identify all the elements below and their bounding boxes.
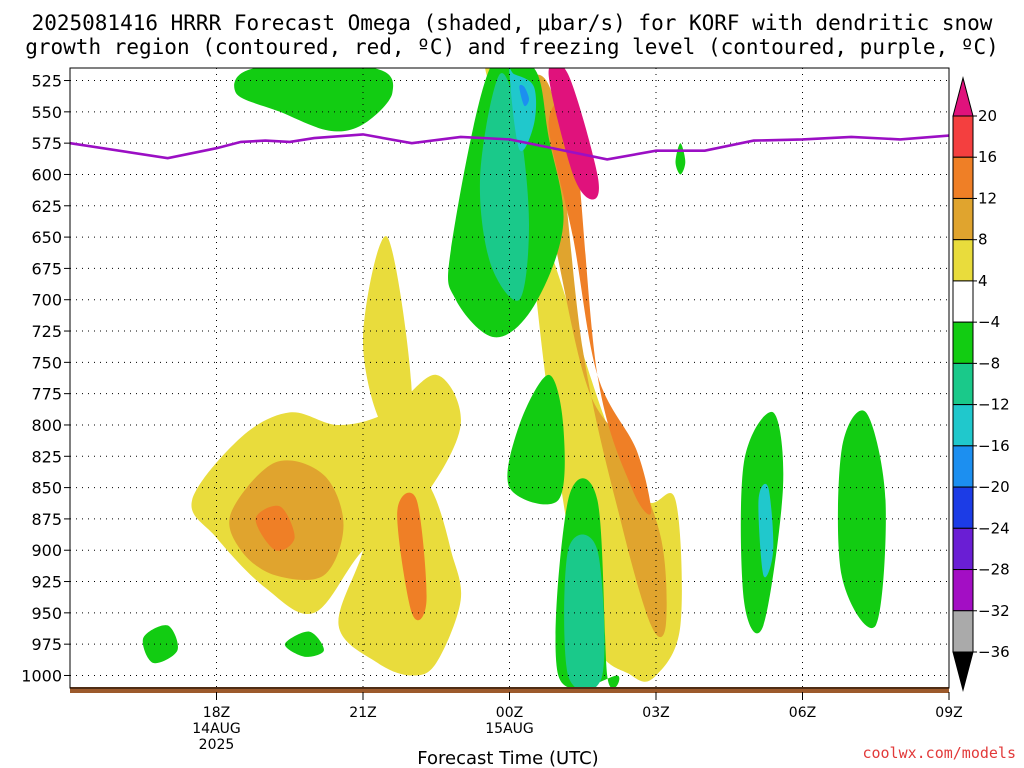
chart-title-line1: 2025081416 HRRR Forecast Omega (shaded, … bbox=[32, 11, 993, 35]
x-tick-label-12-0: 06Z bbox=[789, 705, 816, 721]
colorbar-bottom-triangle bbox=[952, 651, 974, 692]
y-tick-label-550: 550 bbox=[31, 103, 62, 122]
y-tick-label-900: 900 bbox=[31, 541, 62, 560]
y-tick-label-1000: 1000 bbox=[21, 666, 62, 685]
colorbar-bin-9 bbox=[952, 445, 974, 488]
x-tick-label-0-2: 2025 bbox=[199, 737, 235, 753]
y-tick-label-575: 575 bbox=[31, 134, 62, 153]
y-tick-label-525: 525 bbox=[31, 72, 62, 91]
colorbar-bin-3 bbox=[952, 197, 974, 241]
colorbar-bin-12 bbox=[952, 569, 974, 612]
x-tick-label-15-0: 09Z bbox=[935, 705, 962, 721]
chart-title-line2: growth region (contoured, red, ºC) and f… bbox=[25, 35, 999, 59]
omega-positive-region-4 bbox=[548, 68, 599, 200]
colorbar-bin-2 bbox=[952, 156, 974, 199]
y-tick-label-700: 700 bbox=[31, 291, 62, 310]
omega-positive-region-3 bbox=[548, 100, 652, 515]
x-tick-label-9-0: 03Z bbox=[642, 705, 669, 721]
colorbar-label-8: −16 bbox=[978, 437, 1010, 455]
colorbar-label-12: −32 bbox=[978, 602, 1010, 620]
plot-frame bbox=[69, 67, 950, 689]
y-tick-label-875: 875 bbox=[31, 510, 62, 529]
x-tick-label-6-0: 00Z bbox=[496, 705, 523, 721]
omega-positive-region-10 bbox=[362, 236, 412, 431]
colorbar-bin-8 bbox=[952, 404, 974, 447]
y-axis: 525 550 575 600 625 650 675 700 725 750 775 800 825 8… bbox=[21, 72, 70, 685]
gridlines bbox=[70, 68, 950, 688]
x-axis-label: Forecast Time (UTC) bbox=[417, 748, 598, 768]
y-tick-label-925: 925 bbox=[31, 573, 62, 592]
colorbar-label-1: 16 bbox=[978, 148, 997, 166]
omega-negative-region-11 bbox=[758, 483, 774, 578]
y-tick-label-825: 825 bbox=[31, 447, 62, 466]
colorbar-label-11: −28 bbox=[978, 561, 1010, 579]
y-tick-label-650: 650 bbox=[31, 228, 62, 247]
colorbar-label-10: −24 bbox=[978, 519, 1010, 537]
omega-negative-region-5 bbox=[519, 84, 529, 107]
x-tick-label-0-0: 18Z bbox=[203, 705, 230, 721]
omega-negative-region-7 bbox=[507, 374, 565, 505]
colorbar-bin-6 bbox=[952, 321, 974, 364]
colorbar-label-6: −8 bbox=[978, 354, 1000, 372]
colorbar-label-5: −4 bbox=[978, 313, 1000, 331]
colorbar-bin-1 bbox=[952, 115, 974, 158]
colorbar-label-2: 12 bbox=[978, 189, 997, 207]
omega-negative-region-1 bbox=[234, 68, 394, 132]
y-tick-label-675: 675 bbox=[31, 259, 62, 278]
omega-negative-region-4 bbox=[509, 68, 537, 152]
colorbar-bin-13 bbox=[952, 610, 974, 653]
y-tick-label-950: 950 bbox=[31, 604, 62, 623]
colorbar-label-9: −20 bbox=[978, 478, 1010, 496]
y-tick-label-800: 800 bbox=[31, 416, 62, 435]
watermark: coolwx.com/models bbox=[862, 744, 1016, 762]
freezing-level-line bbox=[70, 133, 949, 161]
y-tick-label-625: 625 bbox=[31, 197, 62, 216]
colorbar-bin-7 bbox=[952, 362, 974, 406]
colorbar-top-triangle bbox=[952, 76, 974, 117]
colorbar-bin-5 bbox=[952, 280, 974, 323]
omega-negative-region-8 bbox=[564, 534, 605, 688]
y-tick-label-750: 750 bbox=[31, 353, 62, 372]
colorbar-label-7: −12 bbox=[978, 396, 1010, 414]
omega-shading bbox=[142, 68, 886, 688]
y-tick-label-850: 850 bbox=[31, 479, 62, 498]
y-tick-label-600: 600 bbox=[31, 165, 62, 184]
colorbar-bin-11 bbox=[952, 527, 974, 571]
plot-area bbox=[69, 67, 950, 693]
colorbar-bin-4 bbox=[952, 239, 974, 282]
colorbar-label-13: −36 bbox=[978, 643, 1010, 661]
colorbar-label-0: 20 bbox=[978, 107, 997, 125]
omega-negative-region-12 bbox=[837, 410, 886, 629]
y-tick-label-775: 775 bbox=[31, 385, 62, 404]
x-tick-label-3-0: 21Z bbox=[349, 705, 376, 721]
omega-positive-region-7 bbox=[255, 505, 295, 551]
y-tick-label-975: 975 bbox=[31, 635, 62, 654]
ground-bar bbox=[70, 687, 949, 693]
x-tick-label-6-1: 15AUG bbox=[485, 721, 534, 737]
colorbar-bin-10 bbox=[952, 486, 974, 529]
x-tick-label-0-1: 14AUG bbox=[192, 721, 241, 737]
colorbar-label-4: 4 bbox=[978, 272, 988, 290]
colorbar: 20 16 12 8 4 −4 −8 −12 −16 −20 −24 −28 −32 −36 bbox=[952, 76, 1010, 692]
colorbar-label-3: 8 bbox=[978, 231, 988, 249]
y-tick-label-725: 725 bbox=[31, 322, 62, 341]
omega-positive-region-9 bbox=[397, 492, 427, 621]
